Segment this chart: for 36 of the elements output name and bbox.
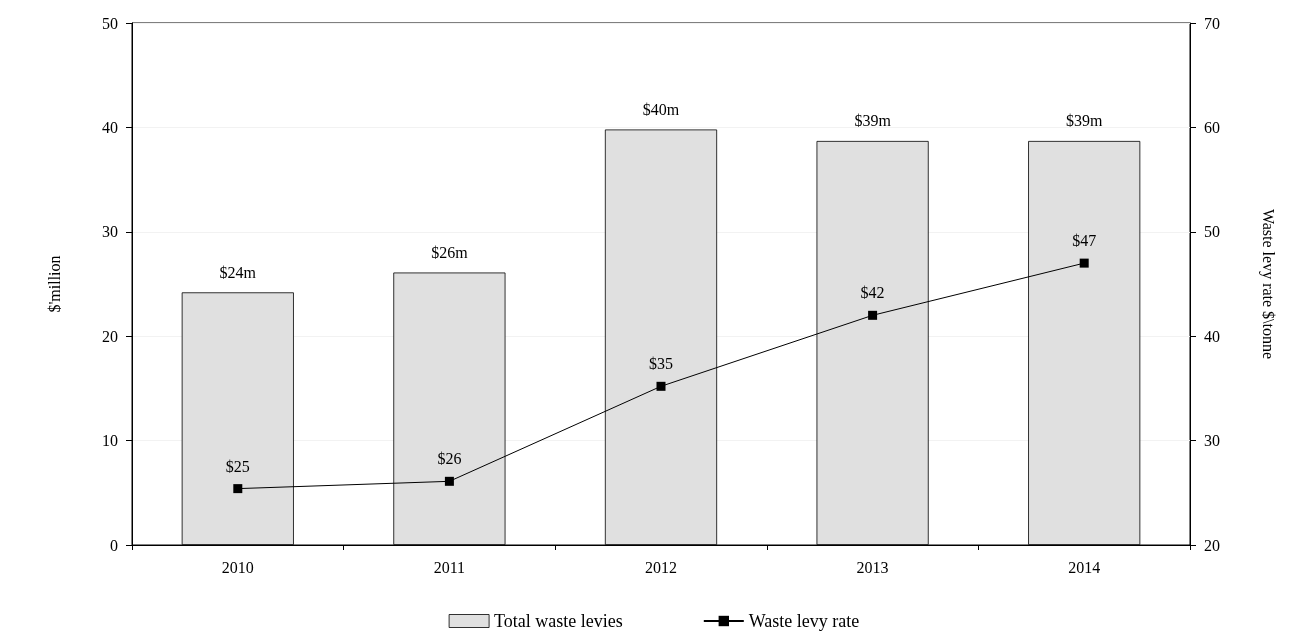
y-axis-title: $'million (45, 255, 63, 313)
y2-tick-label: 60 (1204, 118, 1220, 136)
data-label: $26 (437, 450, 462, 468)
data-label: $24m (219, 263, 257, 281)
data-label: $26m (431, 244, 469, 262)
data-label: $39m (1065, 112, 1103, 130)
data-label: $47 (1072, 232, 1097, 250)
point (1079, 258, 1089, 268)
point (233, 484, 243, 494)
y-tick-label: 40 (102, 118, 118, 136)
y2-tick-label: 20 (1204, 536, 1220, 554)
legend-label: Waste levy rate (748, 611, 860, 631)
x-tick-label: 2010 (221, 558, 254, 576)
y-tick-label: 50 (102, 14, 118, 32)
point (868, 310, 878, 320)
data-label: $40m (642, 100, 680, 118)
y-tick-label: 0 (110, 536, 118, 554)
y2-tick-label: 70 (1204, 14, 1220, 32)
y2-tick-label: 50 (1204, 223, 1220, 241)
data-label: $42 (860, 284, 885, 302)
data-label: $39m (854, 112, 892, 130)
x-tick-label: 2013 (856, 558, 889, 576)
x-tick-label: 2012 (645, 558, 677, 576)
y-tick-label: 20 (102, 327, 118, 345)
y-tick-label: 10 (102, 432, 118, 450)
legend-label: Total waste levies (494, 611, 623, 631)
y2-tick-label: 30 (1204, 432, 1220, 450)
x-tick-label: 2014 (1068, 558, 1101, 576)
data-label: $35 (649, 355, 673, 373)
y2-axis-title: Waste levy rate $\tonne (1258, 208, 1277, 360)
point (444, 476, 454, 486)
data-label: $25 (225, 457, 250, 475)
point (656, 381, 666, 391)
x-tick-label: 2011 (433, 558, 466, 576)
y-tick-label: 30 (102, 223, 118, 241)
y2-tick-label: 40 (1204, 327, 1220, 345)
